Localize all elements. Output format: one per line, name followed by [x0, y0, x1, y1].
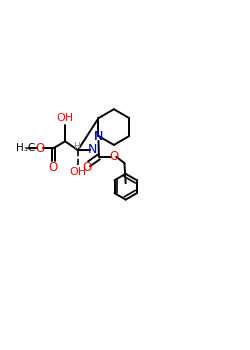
Text: H₃C: H₃C: [16, 143, 35, 153]
Text: OH: OH: [69, 167, 86, 176]
Text: N: N: [88, 144, 97, 156]
Text: N: N: [94, 130, 103, 142]
Text: O: O: [49, 161, 58, 174]
Text: O: O: [82, 161, 91, 174]
Text: H: H: [73, 142, 80, 151]
Text: O: O: [35, 142, 44, 155]
Text: OH: OH: [56, 113, 74, 124]
Text: N: N: [94, 130, 103, 142]
Text: O: O: [109, 150, 118, 163]
